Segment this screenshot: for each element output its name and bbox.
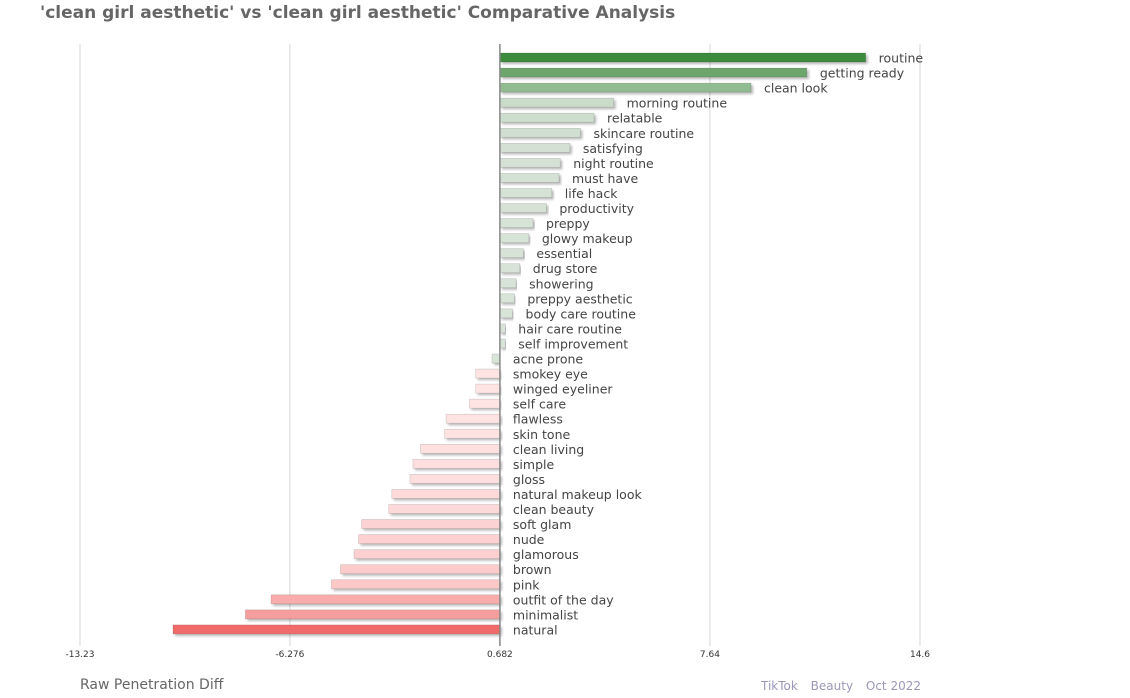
- bar-label: preppy: [546, 216, 590, 231]
- bar-label: morning routine: [627, 96, 728, 111]
- bar-flawless: [445, 413, 501, 424]
- bar-acne-prone: [491, 353, 501, 364]
- bar-glowy-makeup: [499, 233, 530, 243]
- x-tick-label: 14.6: [910, 650, 930, 660]
- bar-label: simple: [513, 457, 555, 472]
- bar-label: minimalist: [513, 607, 578, 622]
- bar-label: flawless: [513, 412, 563, 427]
- bar-self-improvement: [499, 338, 506, 349]
- bar-label: brown: [513, 562, 552, 577]
- bar-night-routine: [499, 158, 561, 168]
- bar-relatable: [499, 112, 595, 123]
- bar-essential: [499, 248, 524, 258]
- bar-brown: [340, 564, 501, 575]
- bar-label: natural makeup look: [513, 487, 643, 502]
- chart-title: 'clean girl aesthetic' vs 'clean girl ae…: [40, 3, 676, 23]
- bar-label: skincare routine: [593, 126, 694, 141]
- bar-label: routine: [879, 51, 924, 66]
- bar-routine: [499, 52, 866, 63]
- bar-gloss: [409, 474, 501, 484]
- bar-label: gloss: [513, 472, 545, 487]
- bar-clean-beauty: [388, 504, 501, 514]
- bar-soft-glam: [361, 519, 501, 529]
- bar-label: clean beauty: [513, 502, 595, 517]
- x-tick-label: -6.276: [275, 650, 304, 660]
- bar-label: soft glam: [513, 517, 571, 532]
- bar-body-care-routine: [499, 308, 513, 319]
- bar-label: satisfying: [583, 141, 643, 156]
- x-axis-title: Raw Penetration Diff: [80, 677, 224, 693]
- bar-label: must have: [572, 171, 638, 186]
- bar-label: clean look: [764, 81, 828, 96]
- bar-morning-routine: [499, 97, 614, 108]
- bar-label: winged eyeliner: [513, 382, 613, 397]
- bar-label: body care routine: [526, 306, 637, 321]
- bar-label: glamorous: [513, 547, 579, 562]
- bar-life-hack: [499, 188, 553, 198]
- bar-pink: [331, 579, 501, 590]
- bar-label: relatable: [607, 111, 663, 126]
- bar-showering: [499, 278, 517, 289]
- bar-label: drug store: [533, 261, 598, 276]
- bar-satisfying: [499, 143, 571, 153]
- bar-label: smokey eye: [513, 367, 588, 382]
- bar-clean-look: [499, 82, 752, 93]
- bar-self-care: [469, 398, 501, 409]
- bar-label: skin tone: [513, 427, 571, 442]
- bar-getting-ready: [499, 67, 808, 78]
- footer-date: Oct 2022: [865, 679, 921, 693]
- bar-winged-eyeliner: [475, 383, 501, 394]
- bar-smokey-eye: [475, 368, 501, 379]
- bar-label: essential: [536, 246, 592, 261]
- bar-skincare-routine: [499, 127, 581, 138]
- bar-preppy-aesthetic: [499, 293, 515, 304]
- bar-simple: [412, 459, 501, 469]
- bar-productivity: [499, 203, 547, 213]
- footer-category: Beauty: [810, 679, 854, 693]
- bar-label: clean living: [513, 442, 584, 457]
- bar-natural-makeup-look: [391, 489, 501, 499]
- bar-hair-care-routine: [499, 323, 506, 334]
- x-tick-label: 0.682: [487, 650, 513, 660]
- footer-platform: TikTok: [761, 679, 798, 693]
- bar-label: hair care routine: [518, 321, 622, 336]
- bar-drug-store: [499, 263, 521, 274]
- bar-natural: [172, 624, 501, 635]
- x-tick-label: 7.64: [700, 650, 720, 660]
- bar-label: natural: [513, 622, 558, 637]
- bar-label: pink: [513, 577, 540, 592]
- x-tick-label: -13.23: [65, 650, 94, 660]
- bar-label: getting ready: [820, 66, 905, 81]
- bar-label: showering: [529, 276, 593, 291]
- bar-label: acne prone: [513, 352, 583, 367]
- bar-label: self improvement: [518, 336, 628, 351]
- bar-preppy: [499, 218, 534, 228]
- bar-label: night routine: [573, 156, 654, 171]
- bar-minimalist: [245, 609, 501, 620]
- bar-label: life hack: [565, 186, 618, 201]
- bar-skin-tone: [444, 428, 501, 439]
- bar-label: productivity: [559, 201, 634, 216]
- chart-footer: TikTok Beauty Oct 2022: [761, 679, 921, 693]
- bar-outfit-of-the-day: [270, 594, 501, 605]
- bar-glamorous: [353, 549, 501, 559]
- bar-label: self care: [513, 397, 566, 412]
- bar-clean-living: [420, 443, 501, 454]
- bar-label: preppy aesthetic: [527, 291, 632, 306]
- bar-label: outfit of the day: [513, 592, 614, 607]
- bar-nude: [358, 534, 501, 544]
- bar-label: nude: [513, 532, 545, 547]
- bar-label: glowy makeup: [542, 231, 633, 246]
- bar-must-have: [499, 173, 560, 183]
